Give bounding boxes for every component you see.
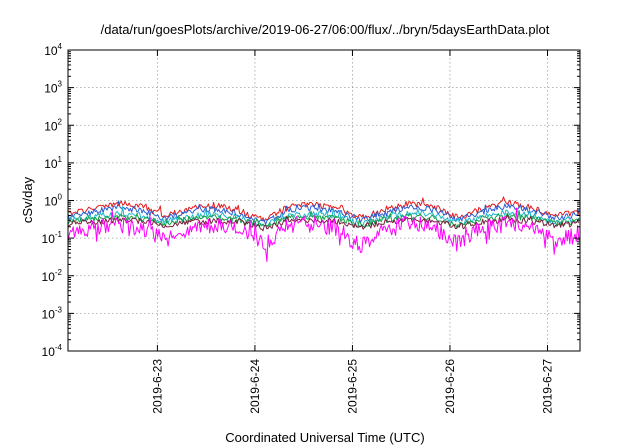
- y-tick-label: 10-4: [42, 343, 63, 359]
- axis-ticks: [68, 49, 580, 352]
- y-tick-label: 101: [44, 155, 62, 171]
- x-axis-label: Coordinated Universal Time (UTC): [225, 430, 424, 445]
- y-tick-labels: 10-4 10-3 10-2 10-1 100 101 102 103 104: [42, 42, 63, 359]
- y-tick-label: 100: [44, 193, 62, 209]
- x-tick-label: 2019-6-24: [248, 359, 262, 414]
- x-tick-label: 2019-6-27: [540, 359, 554, 414]
- series-line-6: [67, 207, 580, 263]
- y-tick-label: 102: [44, 117, 62, 133]
- chart-title: /data/run/goesPlots/archive/2019-06-27/0…: [101, 22, 550, 37]
- y-axis-label: cSv/day: [20, 176, 35, 223]
- y-tick-label: 103: [44, 80, 62, 96]
- y-tick-label: 104: [44, 42, 62, 58]
- x-tick-label: 2019-6-25: [345, 359, 359, 414]
- y-tick-label: 10-2: [42, 268, 63, 284]
- series-line-2: [67, 200, 580, 226]
- series-line-4: [67, 210, 580, 228]
- x-tick-label: 2019-6-26: [443, 359, 457, 414]
- x-tick-labels: 2019-6-23 2019-6-24 2019-6-25 2019-6-26 2019…: [150, 359, 554, 414]
- grid-lines: [68, 50, 580, 351]
- x-tick-label: 2019-6-23: [150, 359, 164, 414]
- y-tick-label: 10-1: [42, 230, 63, 246]
- y-tick-label: 10-3: [42, 305, 63, 321]
- series-layer: [67, 196, 580, 263]
